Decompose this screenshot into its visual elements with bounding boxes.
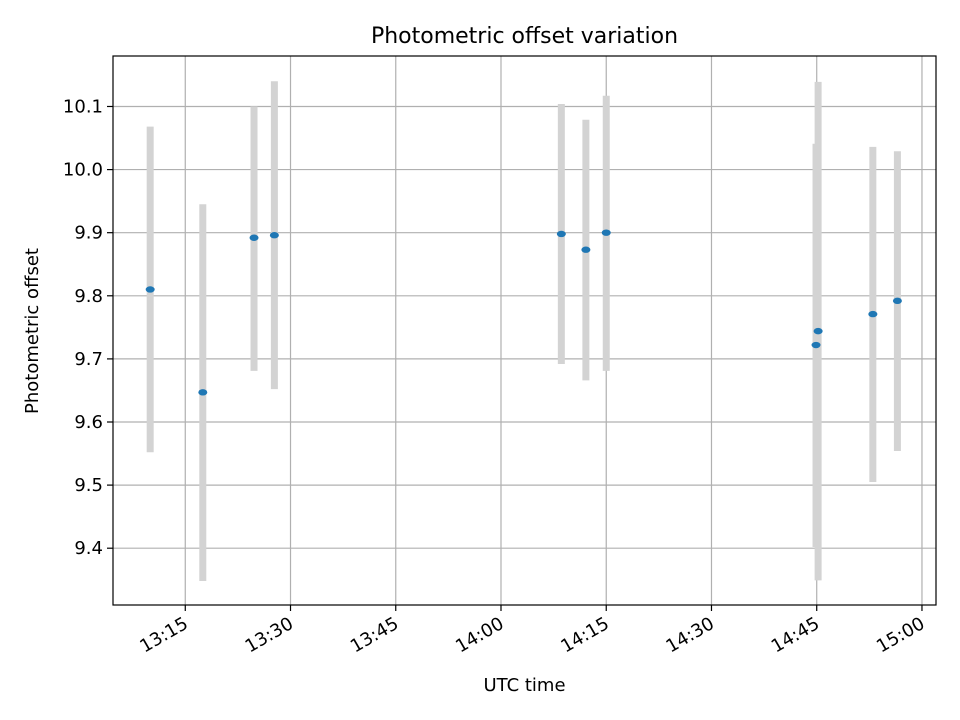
data-point [269, 232, 279, 239]
data-points [145, 229, 902, 396]
y-tick-label: 9.4 [74, 538, 103, 559]
plot-frame [112, 55, 937, 606]
x-tick-label: 14:45 [768, 613, 823, 657]
y-tick-label: 9.9 [74, 223, 103, 244]
data-point [581, 246, 591, 253]
x-tick-label: 14:30 [663, 613, 718, 657]
x-tick-label: 15:00 [873, 613, 928, 657]
data-point [813, 327, 823, 335]
x-tick-label: 13:15 [136, 613, 191, 657]
chart-title: Photometric offset variation [371, 24, 678, 49]
x-axis-ticks: 13:15 13:30 13:45 14:00 14:15 14:30 14:45 15:00 [136, 605, 928, 657]
y-tick-label: 10.1 [63, 96, 103, 117]
data-point [601, 229, 611, 236]
y-tick-label: 9.7 [74, 349, 103, 370]
data-point [145, 286, 155, 293]
data-point [811, 341, 821, 349]
x-tick-label: 14:15 [557, 613, 612, 657]
data-point [249, 234, 259, 241]
y-tick-label: 9.5 [74, 475, 103, 496]
error-bars [146, 81, 901, 582]
x-axis-label: UTC time [483, 675, 565, 696]
x-tick-label: 13:45 [347, 613, 402, 657]
data-point [556, 230, 566, 238]
y-tick-label: 9.8 [74, 286, 103, 307]
data-point [892, 297, 902, 305]
data-point [868, 310, 878, 318]
y-tick-label: 10.0 [63, 160, 103, 181]
y-axis-ticks: 9.4 9.5 9.6 9.7 9.8 9.9 10.0 10.1 [63, 96, 113, 559]
y-tick-label: 9.6 [74, 412, 103, 433]
x-tick-label: 13:30 [242, 613, 297, 657]
x-tick-label: 14:00 [452, 613, 507, 657]
data-point [198, 389, 208, 396]
y-axis-label: Photometric offset [22, 248, 43, 414]
